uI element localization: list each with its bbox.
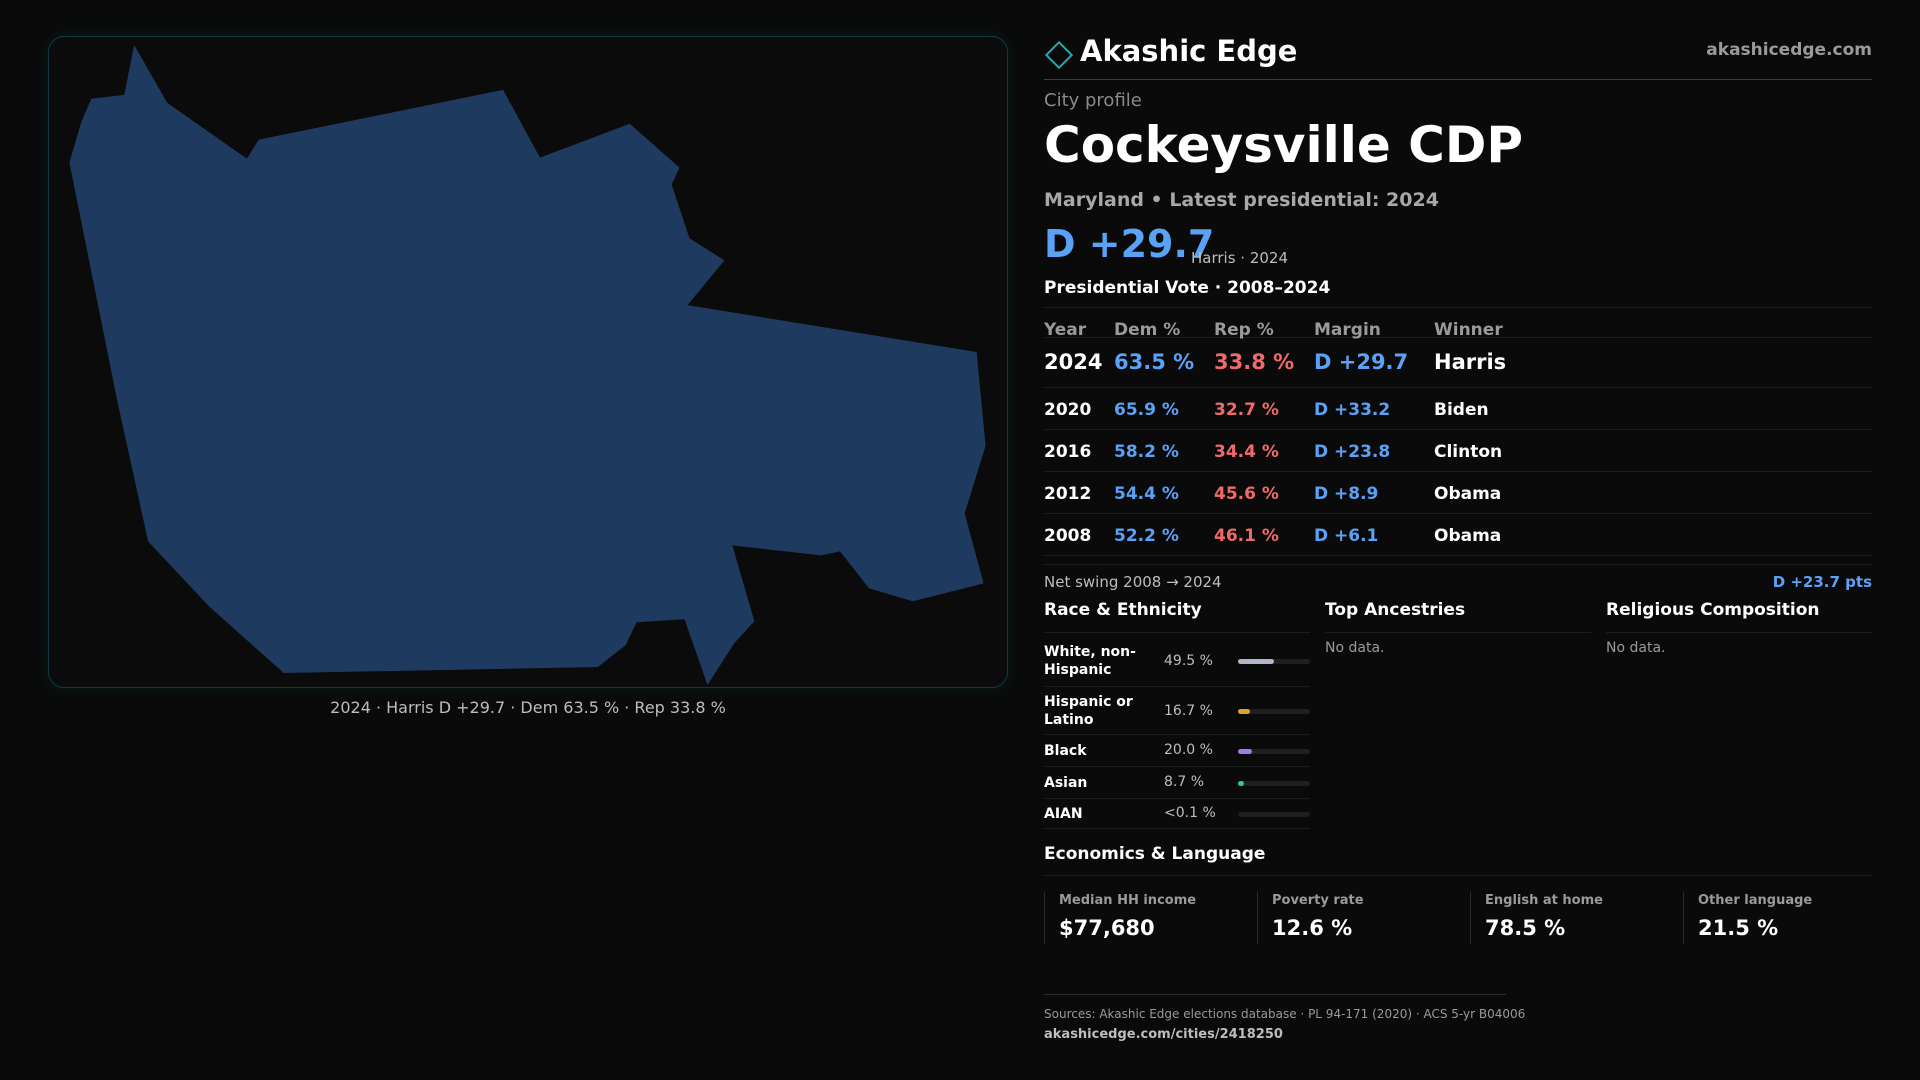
cell-year: 2020 — [1044, 400, 1092, 420]
ancestries-section-title: Top Ancestries — [1325, 600, 1591, 633]
race-label: White, non-Hispanic — [1044, 644, 1136, 678]
race-section-title: Race & Ethnicity — [1044, 600, 1310, 633]
cell-margin: D +29.7 — [1314, 350, 1409, 374]
race-row: Asian 8.7 % — [1044, 767, 1310, 799]
net-swing-row: Net swing 2008 → 2024 D +23.7 pts — [1044, 564, 1872, 592]
race-bar — [1238, 781, 1310, 786]
econ-label: Poverty rate — [1272, 893, 1364, 908]
race-label: Asian — [1044, 775, 1088, 791]
race-row: Black 20.0 % — [1044, 735, 1310, 767]
race-value: 49.5 % — [1164, 653, 1213, 669]
cell-year: 2012 — [1044, 484, 1092, 504]
latest-margin: D +29.7 — [1044, 222, 1215, 266]
race-label: Hispanic or Latino — [1044, 694, 1133, 728]
cell-margin: D +6.1 — [1314, 526, 1379, 546]
economics-section-title: Economics & Language — [1044, 844, 1872, 876]
race-bar — [1238, 749, 1310, 754]
net-swing-value: D +23.7 pts — [1772, 573, 1872, 591]
vote-table-header: Year Dem % Rep % Margin Winner — [1044, 307, 1872, 340]
ancestries-empty: No data. — [1325, 640, 1385, 656]
race-label: Black — [1044, 743, 1087, 759]
diamond-logo-icon — [1044, 40, 1074, 70]
cell-dem: 54.4 % — [1114, 484, 1179, 504]
econ-label: Median HH income — [1059, 893, 1197, 908]
race-bar — [1238, 812, 1310, 817]
race-value: 16.7 % — [1164, 703, 1213, 719]
cell-rep: 46.1 % — [1214, 526, 1279, 546]
cell-margin: D +23.8 — [1314, 442, 1391, 462]
race-ethnicity-block: Race & Ethnicity White, non-Hispanic 49.… — [1044, 600, 1310, 829]
page-kicker: City profile — [1044, 90, 1142, 111]
econ-value: 21.5 % — [1698, 916, 1779, 940]
map-panel[interactable] — [48, 36, 1008, 688]
map-caption: 2024 · Harris D +29.7 · Dem 63.5 % · Rep… — [330, 698, 726, 717]
table-row: 2012 54.4 % 45.6 % D +8.9 Obama — [1044, 472, 1872, 514]
cell-winner: Harris — [1434, 350, 1507, 374]
cell-rep: 34.4 % — [1214, 442, 1279, 462]
table-row: 2020 65.9 % 32.7 % D +33.2 Biden — [1044, 388, 1872, 430]
col-dem: Dem % — [1114, 320, 1181, 340]
cell-rep: 33.8 % — [1214, 350, 1295, 374]
net-swing-label: Net swing 2008 → 2024 — [1044, 573, 1222, 591]
race-row: AIAN <0.1 % — [1044, 799, 1310, 829]
vote-table: Year Dem % Rep % Margin Winner 2024 63.5… — [1044, 307, 1872, 556]
cell-dem: 58.2 % — [1114, 442, 1179, 462]
cell-winner: Biden — [1434, 400, 1489, 420]
econ-cell-income: Median HH income $77,680 — [1044, 892, 1244, 944]
econ-cell-english: English at home 78.5 % — [1470, 892, 1670, 944]
econ-label: Other language — [1698, 893, 1813, 908]
religion-block: Religious Composition No data. — [1606, 600, 1872, 656]
cell-winner: Obama — [1434, 526, 1502, 546]
cell-dem: 52.2 % — [1114, 526, 1179, 546]
econ-value: 12.6 % — [1272, 916, 1353, 940]
econ-cell-other-language: Other language 21.5 % — [1683, 892, 1883, 944]
econ-value: 78.5 % — [1485, 916, 1566, 940]
cell-winner: Obama — [1434, 484, 1502, 504]
col-margin: Margin — [1314, 320, 1381, 340]
cdp-boundary-shape[interactable] — [69, 44, 986, 686]
footer-url-link[interactable]: akashicedge.com/cities/2418250 — [1044, 1027, 1283, 1042]
col-rep: Rep % — [1214, 320, 1274, 340]
race-row: White, non-Hispanic 49.5 % — [1044, 633, 1310, 687]
cell-margin: D +33.2 — [1314, 400, 1391, 420]
page-title: Cockeysville CDP — [1044, 116, 1524, 174]
brand-url-link[interactable]: akashicedge.com — [1706, 40, 1872, 60]
religion-section-title: Religious Composition — [1606, 600, 1872, 633]
table-row: 2008 52.2 % 46.1 % D +6.1 Obama — [1044, 514, 1872, 556]
col-year: Year — [1044, 320, 1087, 340]
cell-rep: 32.7 % — [1214, 400, 1279, 420]
vote-section-title: Presidential Vote · 2008–2024 — [1044, 278, 1331, 298]
race-row: Hispanic or Latino 16.7 % — [1044, 687, 1310, 735]
cell-dem: 65.9 % — [1114, 400, 1179, 420]
brand-bar: Akashic Edge akashicedge.com — [1044, 32, 1872, 80]
ancestries-block: Top Ancestries No data. — [1325, 600, 1591, 656]
brand-name[interactable]: Akashic Edge — [1080, 34, 1298, 68]
cell-year: 2024 — [1044, 350, 1103, 374]
footer: Sources: Akashic Edge elections database… — [1044, 994, 1526, 1042]
cell-rep: 45.6 % — [1214, 484, 1279, 504]
cell-winner: Clinton — [1434, 442, 1503, 462]
race-bar — [1238, 659, 1310, 664]
latest-margin-note: Harris · 2024 — [1191, 249, 1289, 267]
race-bar — [1238, 709, 1310, 714]
race-value: 20.0 % — [1164, 742, 1213, 758]
race-label: AIAN — [1044, 806, 1083, 822]
econ-value: $77,680 — [1059, 916, 1155, 940]
econ-cell-poverty: Poverty rate 12.6 % — [1257, 892, 1457, 944]
footer-sources: Sources: Akashic Edge elections database… — [1044, 1007, 1526, 1021]
table-row: 2016 58.2 % 34.4 % D +23.8 Clinton — [1044, 430, 1872, 472]
page-subtitle: Maryland • Latest presidential: 2024 — [1044, 189, 1439, 211]
religion-empty: No data. — [1606, 640, 1666, 656]
race-value: 8.7 % — [1164, 774, 1205, 790]
race-value: <0.1 % — [1164, 805, 1216, 821]
cell-year: 2016 — [1044, 442, 1092, 462]
cdp-boundary-map[interactable] — [49, 37, 1007, 687]
cell-year: 2008 — [1044, 526, 1092, 546]
cell-margin: D +8.9 — [1314, 484, 1379, 504]
econ-label: English at home — [1485, 893, 1603, 908]
table-row: 2024 63.5 % 33.8 % D +29.7 Harris — [1044, 338, 1872, 388]
col-winner: Winner — [1434, 320, 1503, 340]
cell-dem: 63.5 % — [1114, 350, 1195, 374]
